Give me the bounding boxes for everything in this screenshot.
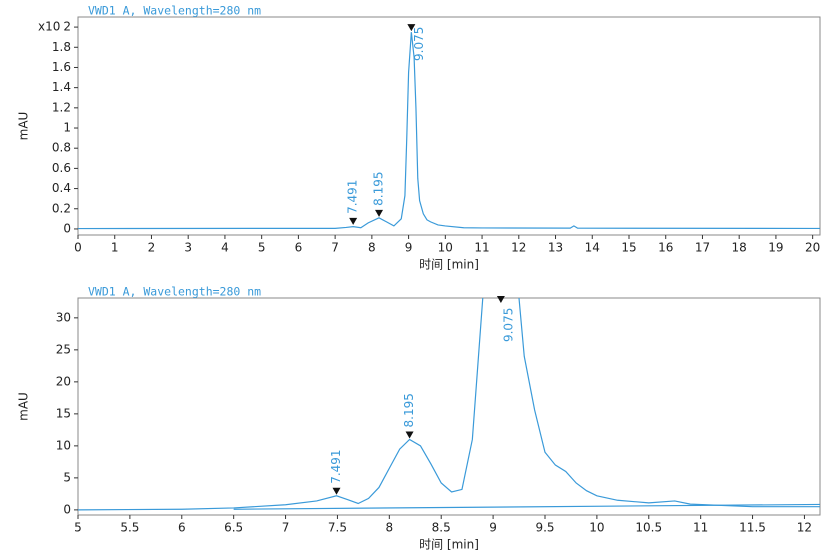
x-tick-label: 11 [693,521,708,535]
x-tick-label: 8 [386,521,394,535]
x-tick-label: 10.5 [635,521,662,535]
x-tick-label: 11 [474,241,489,255]
x-tick-label: 12 [797,521,812,535]
y-tick-label: 0.8 [52,141,71,155]
x-tick-label: 8.5 [432,521,451,535]
y-tick-label: 1.6 [52,60,71,74]
y-tick-label: 1.4 [52,80,71,94]
x-tick-label: 3 [184,241,192,255]
chart-panel: VWD1 A, Wavelength=280 nm mAU x10 时间 [min] 0… [17,4,821,272]
x-tick-label: 2 [148,241,156,255]
x-tick-label: 9 [405,241,413,255]
x-tick-label: 5 [74,521,82,535]
y-multiplier: x10 [38,20,60,34]
y-tick-label: 30 [56,310,71,324]
peak-marker [496,296,505,303]
x-tick-label: 13 [548,241,563,255]
chart-title: VWD1 A, Wavelength=280 nm [88,285,261,299]
x-tick-label: 19 [768,241,783,255]
x-tick-label: 9.5 [535,521,554,535]
x-tick-label: 14 [585,241,600,255]
chart-title: VWD1 A, Wavelength=280 nm [88,4,261,18]
x-tick-label: 5 [258,241,266,255]
y-tick-label: 0.2 [52,201,71,215]
y-tick-label: 10 [56,438,71,452]
plot-frame [77,297,821,516]
signal-trace [233,503,820,510]
x-tick-label: 6 [178,521,186,535]
x-tick-label: 17 [695,241,710,255]
traces [78,32,820,230]
signal-trace [78,32,820,230]
peak-label: 8.195 [372,171,386,205]
y-tick-label: 0 [63,502,71,516]
traces [78,298,820,511]
peak-label: 9.075 [412,27,426,61]
x-tick-label: 12 [511,241,526,255]
peak-marker [405,431,414,439]
y-axis-label: mAU [17,112,31,141]
x-axis-label: 时间 [min] [419,538,479,552]
peak-label: 9.075 [501,308,515,342]
y-tick-label: 20 [56,374,71,388]
y-tick-label: 5 [63,470,71,484]
y-tick-label: 2 [63,20,71,34]
x-tick-label: 4 [221,241,229,255]
peak-marker [349,217,358,225]
x-tick-label: 20 [805,241,820,255]
peak-marker [332,487,341,495]
x-axis-label: 时间 [min] [419,258,479,272]
chart-panel: VWD1 A, Wavelength=280 nm mAU 时间 [min] 5 5.5… [17,285,821,552]
y-tick-label: 0.4 [52,181,71,195]
x-tick-label: 5.5 [120,521,139,535]
peak-marker [375,209,384,217]
signal-trace [78,298,820,511]
y-tick-label: 0 [63,221,71,235]
x-tick-label: 7 [282,521,290,535]
x-tick-label: 7 [331,241,339,255]
y-tick-label: 1.8 [52,40,71,54]
y-tick-label: 0.6 [52,161,71,175]
x-tick-label: 6 [295,241,303,255]
x-tick-label: 6.5 [224,521,243,535]
y-tick-label: 1 [63,121,71,135]
peak-marker [407,24,416,32]
x-tick-label: 11.5 [739,521,766,535]
peak-label: 8.195 [402,393,416,427]
peak-label: 7.491 [329,449,343,483]
plot-frame [77,16,821,236]
y-axis-label: mAU [17,392,31,421]
y-tick-label: 15 [56,406,71,420]
x-tick-label: 10 [589,521,604,535]
x-tick-label: 16 [658,241,673,255]
peak-label: 7.491 [346,180,360,214]
y-tick-label: 1.2 [52,100,71,114]
x-tick-label: 9 [489,521,497,535]
x-tick-label: 8 [368,241,376,255]
x-tick-label: 10 [438,241,453,255]
x-tick-label: 15 [621,241,636,255]
x-tick-label: 0 [74,241,82,255]
x-tick-label: 1 [111,241,119,255]
y-tick-label: 25 [56,342,71,356]
x-tick-label: 18 [732,241,747,255]
x-tick-label: 7.5 [328,521,347,535]
